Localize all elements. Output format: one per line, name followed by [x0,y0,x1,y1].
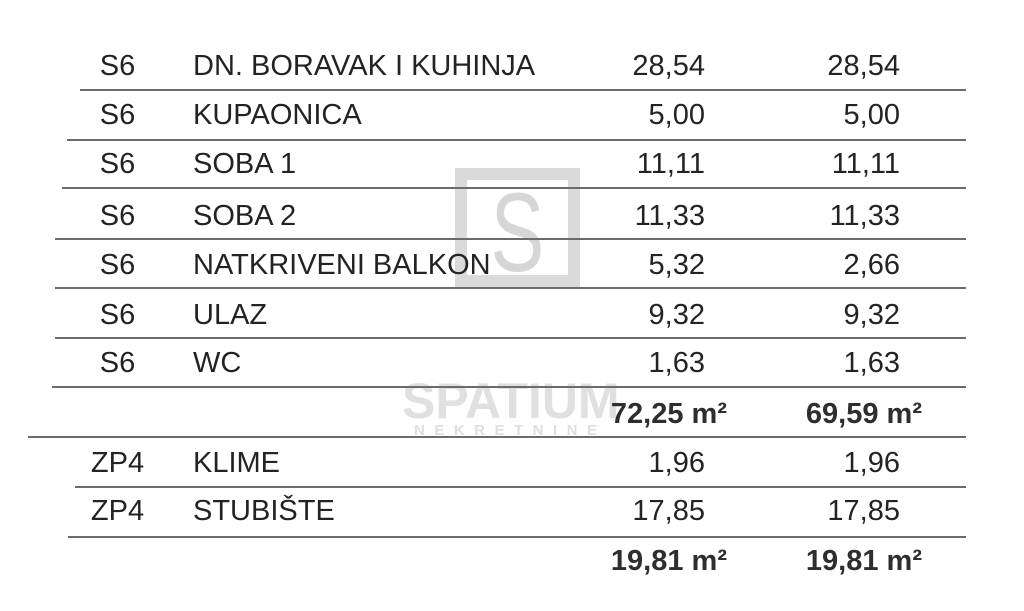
row-divider [67,139,966,141]
nekretnine-watermark-text: NEKRETNINE [414,422,607,439]
area-value-1: 9,32 [648,299,705,331]
table-row: ZP4 STUBIŠTE 17,85 17,85 [0,491,1024,531]
table-row: S6 DN. BORAVAK I KUHINJA 28,54 28,54 [0,46,1024,86]
area-value-1: 1,96 [648,447,705,479]
subtotal-area-2: 69,59 m² [805,398,922,430]
table-row: S6 NATKRIVENI BALKON 5,32 2,66 [0,245,1024,285]
row-divider [55,337,966,339]
subtotal-area-1: 19,81 m² [610,545,727,577]
spatium-logo-watermark: S [455,168,580,295]
table-row: S6 SOBA 1 11,11 11,11 [0,144,1024,184]
area-value-2: 1,63 [843,347,900,379]
area-value-2: 5,00 [843,99,900,131]
room-name: ULAZ [193,299,268,331]
subtotal-row: 72,25 m² 69,59 m² [0,394,1024,434]
table-row: S6 WC 1,63 1,63 [0,343,1024,383]
room-name: NATKRIVENI BALKON [193,249,491,281]
area-value-1: 17,85 [632,495,705,527]
room-name: DN. BORAVAK I KUHINJA [193,50,536,82]
unit-code: S6 [99,50,136,82]
unit-code: ZP4 [90,447,145,479]
area-value-1: 11,33 [634,200,705,232]
area-value-2: 1,96 [843,447,900,479]
area-value-1: 1,63 [648,347,705,379]
room-name: SOBA 1 [193,148,297,180]
area-value-2: 2,66 [843,249,900,281]
subtotal-row: 19,81 m² 19,81 m² [0,541,1024,581]
area-value-2: 11,11 [831,148,900,180]
area-value-2: 9,32 [843,299,900,331]
row-divider [52,386,966,388]
area-value-2: 17,85 [827,495,900,527]
room-name: STUBIŠTE [193,495,335,527]
area-value-1: 5,32 [648,249,705,281]
row-divider [75,486,966,488]
spatium-watermark-text: SPATIUM [402,373,620,429]
table-row: S6 SOBA 2 11,33 11,33 [0,196,1024,236]
unit-code: S6 [99,148,136,180]
unit-code: S6 [99,347,136,379]
section-divider [28,436,966,438]
row-divider [62,187,966,189]
subtotal-area-1: 72,25 m² [610,398,727,430]
area-value-2: 28,54 [827,50,900,82]
row-divider [80,89,966,91]
logo-letter-icon: S [490,169,545,295]
unit-code: S6 [99,299,136,331]
unit-code: S6 [99,249,136,281]
unit-code: ZP4 [90,495,145,527]
area-value-2: 11,33 [829,200,900,232]
table-row: ZP4 KLIME 1,96 1,96 [0,443,1024,483]
table-row: S6 KUPAONICA 5,00 5,00 [0,95,1024,135]
subtotal-area-2: 19,81 m² [805,545,922,577]
row-divider [55,287,966,289]
room-name: KLIME [193,447,281,479]
area-value-1: 11,11 [636,148,705,180]
area-value-1: 5,00 [648,99,705,131]
unit-code: S6 [99,99,136,131]
unit-code: S6 [99,200,136,232]
room-name: KUPAONICA [193,99,362,131]
area-value-1: 28,54 [632,50,705,82]
room-name: WC [193,347,242,379]
row-divider [55,238,966,240]
row-divider [68,536,966,538]
table-row: S6 ULAZ 9,32 9,32 [0,295,1024,335]
room-name: SOBA 2 [193,200,297,232]
